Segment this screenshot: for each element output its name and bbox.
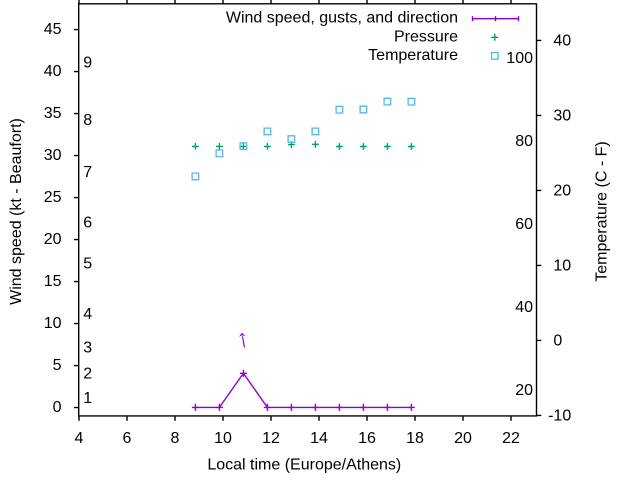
svg-text:1: 1 bbox=[83, 390, 92, 407]
svg-text:40: 40 bbox=[44, 63, 62, 80]
svg-text:14: 14 bbox=[310, 430, 328, 447]
svg-text:100: 100 bbox=[506, 50, 533, 67]
svg-text:20: 20 bbox=[454, 430, 472, 447]
svg-text:-10: -10 bbox=[548, 407, 571, 424]
svg-text:45: 45 bbox=[44, 21, 62, 38]
svg-text:40: 40 bbox=[553, 32, 571, 49]
svg-text:Wind speed (kt - Beaufort): Wind speed (kt - Beaufort) bbox=[8, 118, 25, 305]
svg-text:12: 12 bbox=[262, 430, 280, 447]
svg-text:40: 40 bbox=[515, 299, 533, 316]
svg-text:6: 6 bbox=[123, 430, 132, 447]
svg-text:22: 22 bbox=[502, 430, 520, 447]
svg-text:8: 8 bbox=[171, 430, 180, 447]
svg-text:8: 8 bbox=[83, 112, 92, 129]
svg-text:6: 6 bbox=[83, 214, 92, 231]
svg-text:Local time (Europe/Athens): Local time (Europe/Athens) bbox=[207, 456, 401, 473]
svg-text:16: 16 bbox=[358, 430, 376, 447]
svg-text:2: 2 bbox=[83, 365, 92, 382]
svg-text:10: 10 bbox=[214, 430, 232, 447]
svg-text:10: 10 bbox=[44, 315, 62, 332]
svg-text:80: 80 bbox=[515, 133, 533, 150]
svg-text:0: 0 bbox=[553, 332, 562, 349]
svg-text:30: 30 bbox=[44, 147, 62, 164]
svg-text:18: 18 bbox=[406, 430, 424, 447]
svg-text:0: 0 bbox=[53, 399, 62, 416]
svg-text:5: 5 bbox=[53, 357, 62, 374]
svg-text:20: 20 bbox=[44, 231, 62, 248]
svg-text:Temperature: Temperature bbox=[368, 47, 458, 64]
svg-text:35: 35 bbox=[44, 105, 62, 122]
svg-text:Wind speed, gusts, and directi: Wind speed, gusts, and direction bbox=[226, 9, 458, 26]
svg-text:20: 20 bbox=[515, 382, 533, 399]
svg-text:60: 60 bbox=[515, 216, 533, 233]
svg-text:15: 15 bbox=[44, 273, 62, 290]
svg-text:9: 9 bbox=[83, 55, 92, 72]
svg-text:30: 30 bbox=[553, 107, 571, 124]
svg-text:10: 10 bbox=[553, 257, 571, 274]
svg-text:4: 4 bbox=[83, 306, 92, 323]
svg-text:25: 25 bbox=[44, 189, 62, 206]
svg-text:3: 3 bbox=[83, 339, 92, 356]
svg-text:20: 20 bbox=[553, 182, 571, 199]
svg-text:5: 5 bbox=[83, 256, 92, 273]
svg-text:Temperature (C - F): Temperature (C - F) bbox=[594, 141, 611, 281]
svg-text:4: 4 bbox=[75, 430, 84, 447]
svg-text:7: 7 bbox=[83, 164, 92, 181]
svg-text:Pressure: Pressure bbox=[394, 29, 458, 46]
